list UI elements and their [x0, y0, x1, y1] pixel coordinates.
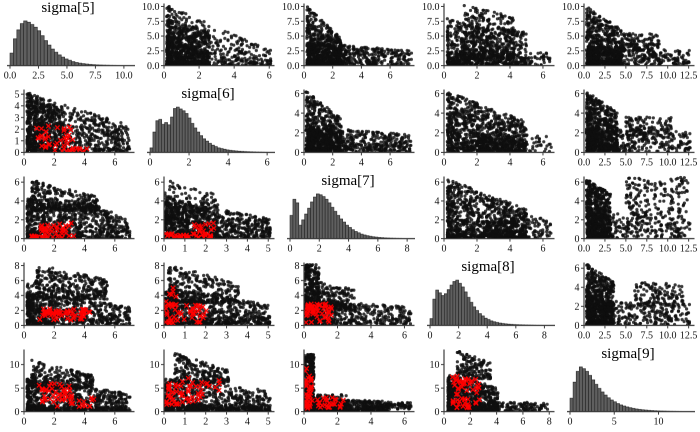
diag-title-sigma9: sigma[9] — [601, 345, 655, 362]
plot-canvas-r3c1 — [140, 259, 280, 346]
scatter-cell-sigma7-vs-sigma9 — [560, 172, 700, 260]
plot-canvas-r3c4 — [560, 259, 700, 346]
plot-canvas-r4c0 — [0, 345, 140, 432]
plot-canvas-r0c3 — [420, 0, 560, 87]
plot-canvas-r1c3 — [420, 86, 560, 173]
scatter-cell-sigma8-vs-sigma9 — [560, 259, 700, 346]
plot-canvas-r3c0 — [0, 259, 140, 346]
scatter-cell-sigma6-vs-sigma9 — [560, 86, 700, 173]
diag-title-sigma7: sigma[7] — [321, 172, 375, 189]
diag-hist-cell-sigma6: sigma[6] — [140, 86, 280, 173]
plot-canvas-r2c2 — [280, 172, 420, 260]
scatter-cell-sigma8-vs-sigma5 — [0, 259, 140, 346]
scatter-cell-sigma8-vs-sigma7 — [280, 259, 420, 346]
scatter-cell-sigma5-vs-sigma8 — [420, 0, 560, 87]
plot-canvas-r4c2 — [280, 345, 420, 432]
plot-canvas-r2c3 — [420, 172, 560, 260]
plot-canvas-r4c1 — [140, 345, 280, 432]
plot-canvas-r2c0 — [0, 172, 140, 260]
plot-canvas-r0c2 — [280, 0, 420, 87]
plot-canvas-r1c1 — [140, 86, 280, 173]
scatter-cell-sigma5-vs-sigma7 — [280, 0, 420, 87]
scatter-cell-sigma7-vs-sigma8 — [420, 172, 560, 260]
scatter-cell-sigma6-vs-sigma8 — [420, 86, 560, 173]
scatter-cell-sigma7-vs-sigma6 — [140, 172, 280, 260]
scatter-cell-sigma9-vs-sigma6 — [140, 345, 280, 432]
diag-hist-cell-sigma7: sigma[7] — [280, 172, 420, 260]
diag-hist-cell-sigma9: sigma[9] — [560, 345, 700, 432]
plot-canvas-r0c0 — [0, 0, 140, 87]
diag-title-sigma5: sigma[5] — [41, 0, 95, 16]
scatter-cell-sigma6-vs-sigma5 — [0, 86, 140, 173]
plot-canvas-r1c0 — [0, 86, 140, 173]
plot-canvas-r3c2 — [280, 259, 420, 346]
scatter-cell-sigma5-vs-sigma9 — [560, 0, 700, 87]
plot-canvas-r0c4 — [560, 0, 700, 87]
plot-canvas-r0c1 — [140, 0, 280, 87]
scatter-cell-sigma7-vs-sigma5 — [0, 172, 140, 260]
plot-canvas-r2c1 — [140, 172, 280, 260]
plot-canvas-r4c3 — [420, 345, 560, 432]
plot-canvas-r1c4 — [560, 86, 700, 173]
plot-canvas-r1c2 — [280, 86, 420, 173]
scatter-cell-sigma9-vs-sigma7 — [280, 345, 420, 432]
scatter-cell-sigma9-vs-sigma5 — [0, 345, 140, 432]
scatter-cell-sigma6-vs-sigma7 — [280, 86, 420, 173]
diag-hist-cell-sigma5: sigma[5] — [0, 0, 140, 87]
plot-canvas-r2c4 — [560, 172, 700, 260]
diag-hist-cell-sigma8: sigma[8] — [420, 259, 560, 346]
plot-canvas-r4c4 — [560, 345, 700, 432]
scatter-cell-sigma9-vs-sigma8 — [420, 345, 560, 432]
diag-title-sigma8: sigma[8] — [461, 259, 515, 276]
scatter-cell-sigma5-vs-sigma6 — [140, 0, 280, 87]
plot-canvas-r3c3 — [420, 259, 560, 346]
diag-title-sigma6: sigma[6] — [181, 86, 235, 103]
scatter-cell-sigma8-vs-sigma6 — [140, 259, 280, 346]
